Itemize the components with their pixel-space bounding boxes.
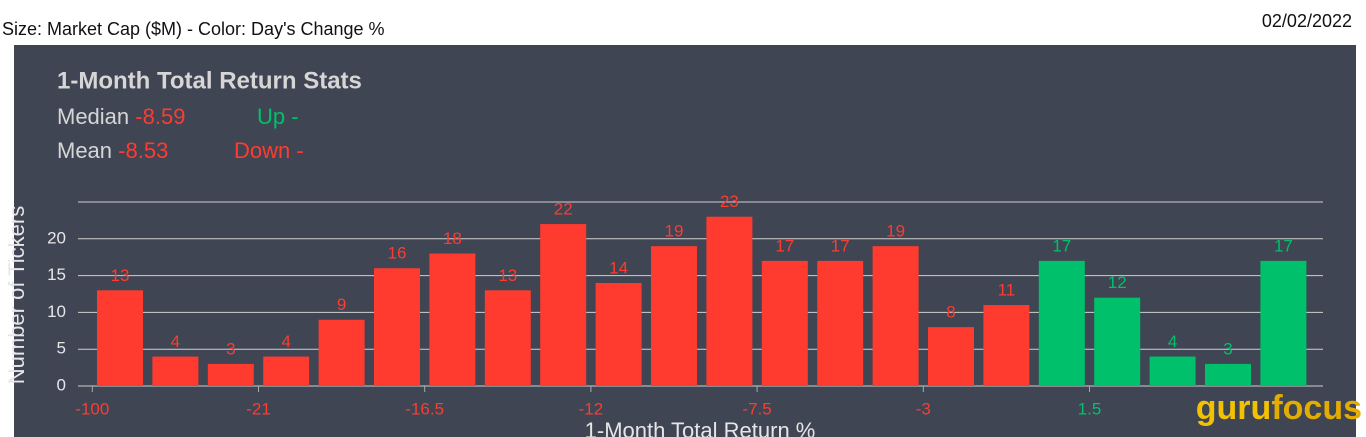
median-value: -8.59: [135, 104, 185, 129]
bar: [540, 224, 587, 386]
y-tick-label: 5: [57, 339, 66, 358]
value-label: 4: [1168, 332, 1177, 351]
up-label: Up: [257, 104, 285, 129]
x-tick-label: -16.5: [405, 399, 444, 418]
bar: [318, 319, 365, 386]
value-label: 17: [831, 236, 850, 255]
bar: [1094, 297, 1141, 386]
logo-focus: focus: [1271, 389, 1362, 427]
x-tick-label: -12: [579, 399, 604, 418]
mean-label: Mean: [57, 138, 112, 163]
bar: [817, 260, 864, 386]
bar: [374, 268, 420, 386]
bar: [761, 260, 808, 386]
bar: [706, 216, 753, 386]
bar: [928, 327, 974, 386]
mean-value: -8.53: [118, 138, 168, 163]
plot: 0 5 10 15 20 13 4 3 4 9 16 18 13 22 14 19 23 17 17 19 8 11 17 1…: [47, 192, 1323, 418]
y-tick-label: 10: [47, 302, 66, 321]
down-value: -: [296, 138, 303, 163]
bar: [152, 356, 199, 386]
value-label: 4: [171, 332, 180, 351]
chart-title: 1-Month Total Return Stats: [57, 67, 362, 94]
header-bar: [0, 0, 1366, 45]
header-date: 02/02/2022: [1262, 11, 1352, 31]
y-axis-label: Number of Tickers: [4, 206, 29, 385]
value-label: 3: [226, 339, 235, 358]
value-label: 17: [775, 236, 794, 255]
bar: [1260, 260, 1307, 386]
value-label: 17: [1052, 236, 1071, 255]
value-label: 8: [946, 303, 955, 322]
value-label: 19: [886, 222, 905, 241]
bar: [872, 246, 919, 386]
bar: [484, 290, 531, 386]
y-tick-label: 15: [47, 265, 66, 284]
x-tick-label: -7.5: [742, 399, 771, 418]
y-tick-label: 0: [57, 375, 66, 394]
value-label: 13: [498, 266, 517, 285]
header-left: Size: Market Cap ($M) - Color: Day's Cha…: [2, 19, 385, 39]
bar: [263, 356, 310, 386]
value-label: 16: [388, 244, 407, 263]
up-value: -: [291, 104, 298, 129]
bar: [983, 305, 1030, 386]
median-label: Median: [57, 104, 129, 129]
bar: [207, 363, 254, 386]
value-label: 17: [1274, 236, 1293, 255]
x-tick-label: 1.5: [1078, 399, 1102, 418]
value-label: 14: [609, 258, 628, 277]
value-label: 3: [1223, 339, 1232, 358]
stats-line: Mean -8.53 Down -: [57, 138, 304, 163]
x-tick-label: -21: [246, 399, 271, 418]
bar: [1205, 363, 1251, 386]
value-label: 18: [443, 229, 462, 248]
value-label: 4: [281, 332, 290, 351]
value-label: 13: [111, 266, 130, 285]
value-label: 9: [337, 295, 346, 314]
value-label: 11: [998, 281, 1016, 300]
bar: [595, 282, 642, 386]
logo-guru: guru: [1196, 389, 1272, 427]
bar: [1038, 260, 1085, 386]
x-tick-label: -3: [916, 399, 931, 418]
x-axis-label: 1-Month Total Return %: [585, 418, 816, 437]
bar: [429, 253, 476, 386]
down-label: Down: [234, 138, 290, 163]
logo: gurufocus: [1196, 389, 1362, 427]
bar: [651, 246, 697, 386]
bar: [1149, 356, 1196, 386]
stats-line: Median -8.59 Up -: [57, 104, 299, 129]
y-tick-label: 20: [47, 228, 66, 247]
value-label: 22: [554, 200, 573, 219]
value-label: 12: [1108, 273, 1127, 292]
value-label: 19: [665, 222, 684, 241]
bar: [97, 290, 143, 386]
value-label: 23: [720, 192, 739, 211]
x-tick-label: -100: [75, 399, 109, 418]
